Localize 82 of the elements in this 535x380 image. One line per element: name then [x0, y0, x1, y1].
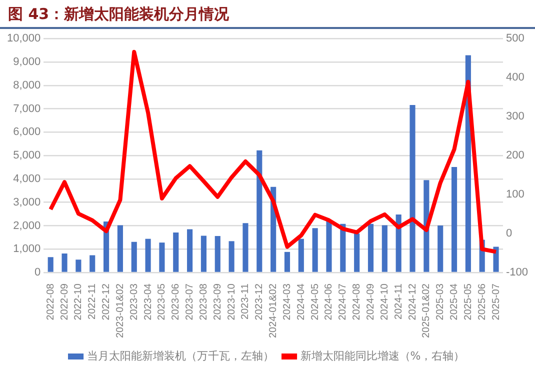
y2-tick-label: -100 — [506, 266, 528, 279]
x-tick-label: 2023-08 — [198, 283, 210, 320]
y-tick-label: 4,000 — [13, 172, 41, 185]
bar — [284, 252, 290, 272]
x-tick-label: 2023-06 — [170, 283, 182, 320]
x-tick-label: 2024-01&02 — [268, 283, 280, 338]
bar — [90, 255, 96, 272]
bar — [76, 260, 82, 272]
x-tick-label: 2025-01&02 — [421, 283, 432, 338]
bar — [159, 242, 165, 272]
x-tick-label: 2022-09 — [59, 283, 70, 320]
y-tick-label: 5,000 — [13, 150, 41, 162]
x-tick-label: 2023-03 — [128, 283, 140, 320]
legend-label: 新增太阳能同比增速（%，右轴） — [300, 349, 465, 362]
x-tick-label: 2023-10 — [226, 283, 238, 320]
bar — [200, 236, 206, 272]
y2-tick-label: 500 — [506, 32, 524, 45]
y2-tick-label: 0 — [506, 228, 512, 240]
y-tick-label: 1,000 — [13, 243, 41, 256]
y-tick-label: 6,000 — [13, 126, 41, 138]
x-tick-label: 2022-10 — [73, 283, 84, 320]
bar — [242, 223, 248, 272]
y-tick-label: 7,000 — [13, 102, 41, 115]
x-tick-label: 2023-09 — [212, 283, 224, 320]
bar — [438, 225, 444, 272]
bar — [298, 238, 304, 272]
x-tick-label: 2024-03 — [282, 283, 293, 320]
bar — [62, 254, 68, 272]
bar — [117, 225, 123, 272]
bar — [173, 232, 179, 272]
x-tick-label: 2024-12 — [407, 283, 418, 320]
x-tick-label: 2024-08 — [352, 283, 363, 320]
x-tick-label: 2025-04 — [449, 283, 460, 320]
bar — [451, 167, 458, 272]
bar — [410, 105, 416, 272]
bar — [368, 224, 374, 272]
x-tick-label: 2023-07 — [184, 283, 196, 320]
x-tick-label: 2023-04 — [142, 283, 154, 320]
x-tick-label: 2024-10 — [379, 283, 390, 320]
x-tick-label: 2023-11 — [240, 283, 252, 320]
x-tick-label: 2023-01&02 — [114, 283, 126, 338]
bar — [396, 214, 402, 272]
y2-tick-label: 200 — [506, 150, 524, 162]
y-tick-label: 9,000 — [13, 56, 41, 68]
bar — [326, 220, 332, 272]
x-tick-label: 2024-06 — [324, 283, 335, 320]
x-tick-label: 2025-03 — [435, 283, 446, 320]
y-tick-label: 10,000 — [6, 32, 41, 45]
y-tick-label: 2,000 — [13, 220, 41, 232]
x-tick-label: 2022-12 — [101, 283, 112, 320]
x-tick-label: 2025-07 — [490, 283, 502, 320]
bar — [145, 238, 151, 272]
y2-tick-label: 100 — [506, 188, 524, 201]
bar — [48, 257, 54, 272]
y2-tick-label: 300 — [506, 110, 524, 123]
bar — [256, 150, 262, 272]
bar — [228, 241, 234, 272]
bar — [340, 224, 346, 272]
x-tick-label: 2024-04 — [296, 283, 307, 320]
bar — [214, 236, 220, 272]
x-tick-label: 2022-11 — [87, 283, 98, 320]
x-tick-label: 2022-08 — [45, 283, 56, 320]
y-tick-label: 8,000 — [13, 79, 41, 92]
legend-label: 当月太阳能新增装机（万千瓦，左轴） — [86, 349, 274, 362]
y2-tick-label: 400 — [506, 72, 524, 84]
bar — [187, 229, 193, 272]
y-tick-label: 3,000 — [13, 196, 41, 208]
bar — [382, 225, 388, 272]
bar — [493, 246, 499, 272]
x-tick-label: 2025-06 — [476, 283, 488, 320]
chart-title: 图 43：新增太阳能装机分月情况 — [0, 0, 535, 29]
bar — [312, 228, 318, 272]
x-tick-label: 2025-05 — [462, 283, 474, 320]
y-tick-label: 0 — [34, 266, 41, 279]
bar — [131, 242, 137, 272]
x-tick-label: 2024-05 — [310, 283, 321, 320]
bar — [354, 233, 360, 272]
x-tick-label: 2023-05 — [156, 283, 168, 320]
x-tick-label: 2024-07 — [338, 283, 349, 320]
x-tick-label: 2024-11 — [393, 283, 404, 320]
x-tick-label: 2024-09 — [366, 283, 376, 320]
x-tick-label: 2023-12 — [254, 283, 266, 320]
